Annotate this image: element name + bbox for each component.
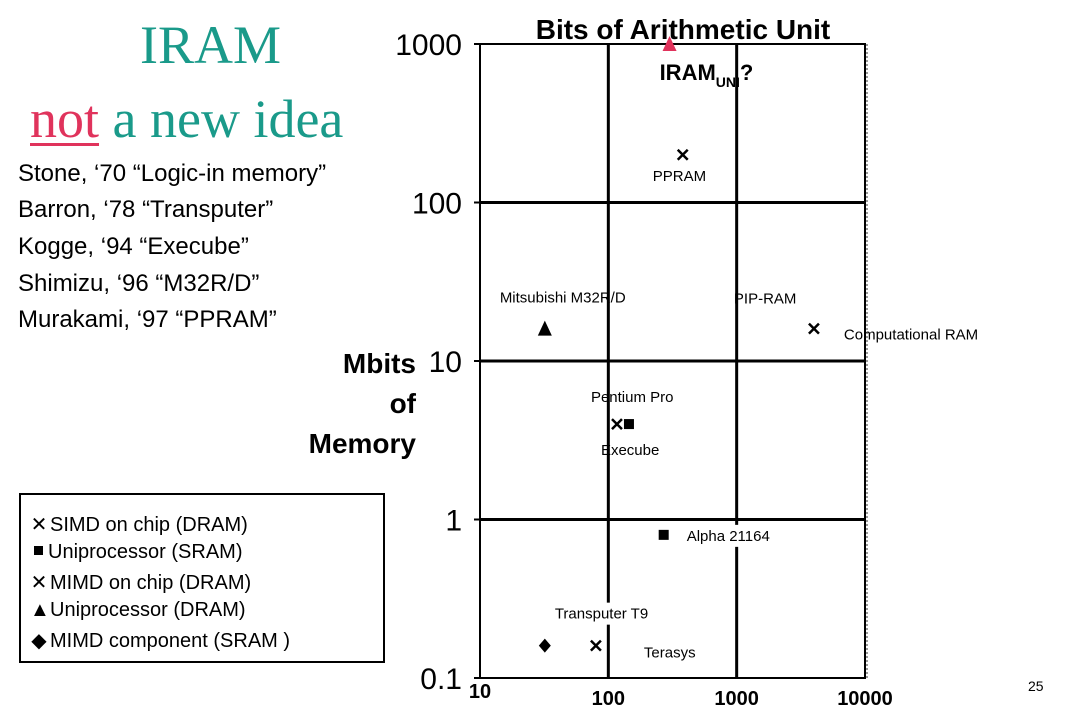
point-label: IRAMUNI?	[660, 60, 754, 90]
y-tick-label: 0.1	[420, 663, 462, 696]
subtitle-rest: a new idea	[99, 89, 344, 149]
y-axis-label-line: of	[389, 388, 416, 419]
point-label-suffix: ?	[740, 60, 753, 85]
y-axis-label: Mbits of Memory	[270, 344, 416, 464]
x-tick-label: 1000	[714, 688, 759, 710]
diamond-marker	[538, 638, 551, 653]
triangle-marker	[662, 36, 677, 51]
point-label: Computational RAM	[844, 327, 978, 344]
triangle-icon: ▲	[30, 599, 50, 621]
x-tick-label: 100	[592, 688, 625, 710]
legend-label: SIMD on chip (DRAM)	[50, 514, 248, 536]
point-label: PIP-RAM	[734, 291, 797, 308]
not-word: not	[30, 89, 100, 149]
slide-title: IRAM	[140, 15, 282, 75]
x-tick-label: 10	[469, 681, 491, 703]
x-tick-label: 10000	[837, 688, 893, 710]
legend	[19, 493, 385, 663]
page-number: 25	[1028, 678, 1044, 694]
y-tick-label: 1	[445, 505, 462, 538]
x-marker	[808, 322, 820, 335]
point-label: Alpha 21164	[687, 528, 770, 545]
y-tick-label: 1000	[395, 29, 462, 62]
point-label: Mitsubishi M32R/D	[500, 290, 626, 307]
point-label: Terasys	[644, 645, 696, 662]
x-icon: ✕	[30, 572, 48, 594]
diamond-icon: ◆	[31, 630, 47, 652]
history-item: Stone, ‘70 “Logic-in memory”	[18, 160, 327, 187]
point-label: PPRAM	[653, 168, 706, 185]
slide-subtitle: not a new idea	[30, 88, 343, 150]
square-marker	[658, 529, 669, 540]
legend-label: Uniprocessor (SRAM)	[48, 541, 243, 563]
triangle-marker	[537, 320, 552, 336]
history-item: Kogge, ‘94 “Execube”	[18, 233, 249, 260]
y-tick-label: 10	[429, 346, 462, 379]
legend-label: Uniprocessor (DRAM)	[50, 599, 246, 621]
point-label: Execube	[601, 442, 659, 459]
label-background	[550, 602, 672, 625]
x-marker	[590, 639, 602, 652]
point-label-subscript: UNI	[716, 74, 740, 90]
x-marker	[676, 148, 689, 161]
y-tick-label: 100	[412, 188, 462, 221]
point-label: Transputer T9	[555, 606, 648, 623]
legend-item: ✕ MIMD on chip (DRAM)	[30, 570, 252, 595]
history-item: Shimizu, ‘96 “M32R/D”	[18, 270, 260, 297]
square-marker	[623, 419, 634, 430]
y-axis-label-line: Memory	[308, 428, 416, 459]
x-icon: ✕	[30, 514, 48, 536]
legend-item: ✕ SIMD on chip (DRAM)	[30, 512, 248, 537]
chart-title: Bits of Arithmetic Unit	[536, 14, 831, 45]
legend-item: Uniprocessor (SRAM)	[30, 541, 242, 564]
history-item: Barron, ‘78 “Transputer”	[18, 196, 274, 223]
legend-item: ◆ MIMD component (SRAM )	[30, 628, 290, 653]
legend-label: MIMD on chip (DRAM)	[50, 572, 252, 594]
history-item: Murakami, ‘97 “PPRAM”	[18, 306, 277, 333]
legend-label: MIMD component (SRAM )	[50, 630, 291, 652]
legend-item: ▲Uniprocessor (DRAM)	[30, 599, 246, 622]
square-icon	[34, 546, 43, 555]
label-background	[682, 524, 787, 547]
y-axis-label-line: Mbits	[342, 348, 416, 379]
point-label: Pentium Pro	[591, 389, 674, 406]
x-marker	[611, 418, 623, 430]
